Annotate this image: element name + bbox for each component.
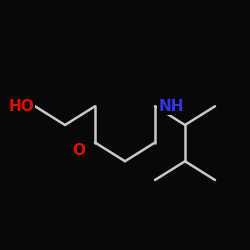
Text: O: O [72, 143, 85, 158]
Text: HO: HO [8, 99, 34, 114]
Text: NH: NH [158, 99, 184, 114]
